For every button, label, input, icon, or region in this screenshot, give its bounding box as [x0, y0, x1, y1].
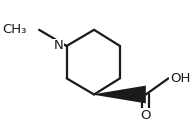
Text: O: O [141, 109, 151, 122]
Polygon shape [94, 86, 146, 103]
Text: N: N [54, 40, 63, 53]
Text: CH₃: CH₃ [2, 23, 26, 36]
Text: OH: OH [170, 72, 191, 85]
